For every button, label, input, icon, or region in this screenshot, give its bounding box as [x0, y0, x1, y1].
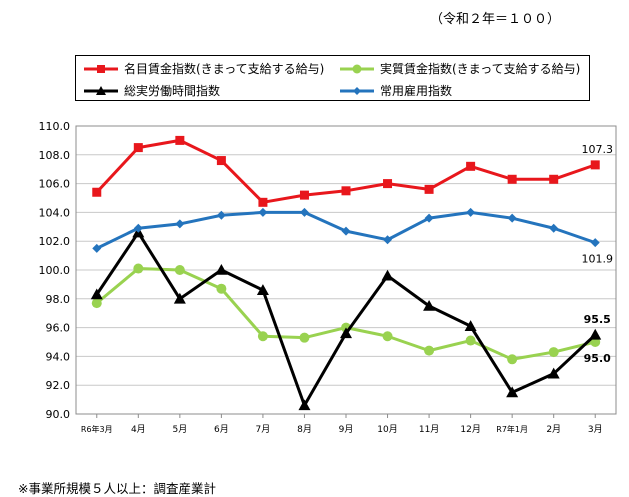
- series-2-point-4: [256, 284, 269, 295]
- series-0-point-5: [299, 190, 309, 200]
- data-label-1: 101.9: [581, 253, 613, 266]
- x-tick-label-5: 8月: [297, 424, 312, 435]
- series-2-point-6: [340, 327, 352, 339]
- legend-swatch-employment: [340, 86, 374, 95]
- y-tick-label-8: 106.0: [39, 178, 71, 191]
- legend-label-working-hours: 総実労働時間指数: [124, 84, 221, 98]
- data-label-0: 107.3: [581, 143, 613, 156]
- series-1-point-11: [548, 347, 559, 358]
- series-0-point-3: [216, 156, 226, 166]
- series-3-point-3: [216, 210, 226, 220]
- source-footnote: ※事業所規模５人以上：調査産業計: [18, 481, 216, 496]
- chart-legend: 名目賃金指数(きまって支給する給与) 実質賃金指数(きまって支給する給与) 総実…: [75, 55, 590, 101]
- y-tick-label-1: 92.0: [46, 379, 71, 392]
- series-0-point-7: [383, 179, 393, 189]
- series-0-point-9: [466, 161, 476, 171]
- y-tick-label-7: 104.0: [39, 206, 71, 219]
- series-0-point-10: [507, 174, 517, 184]
- series-1-point-5: [299, 332, 310, 343]
- series-3-point-11: [549, 223, 559, 233]
- data-label-3: 95.0: [584, 352, 611, 365]
- series-2-point-8: [423, 300, 436, 311]
- x-tick-label-7: 10月: [377, 424, 397, 435]
- series-0-point-4: [258, 197, 268, 207]
- x-tick-label-8: 11月: [419, 424, 439, 435]
- legend-label-employment: 常用雇用指数: [380, 84, 453, 98]
- y-tick-label-3: 96.0: [46, 322, 71, 335]
- x-tick-label-9: 12月: [460, 424, 480, 435]
- series-1-point-10: [507, 354, 518, 365]
- legend-item-working-hours: 総実労働時間指数: [82, 82, 220, 99]
- series-1-point-0: [91, 298, 102, 309]
- series-3-point-12: [590, 238, 600, 248]
- series-3-point-0: [92, 243, 102, 253]
- series-2-point-10: [506, 386, 519, 398]
- series-1-point-2: [174, 265, 185, 275]
- series-1-point-1: [133, 263, 144, 274]
- series-2-point-11: [547, 367, 560, 379]
- series-2-point-5: [298, 399, 311, 411]
- series-0-point-0: [92, 187, 102, 197]
- x-tick-label-0: R6年3月: [81, 424, 113, 434]
- series-2-point-0: [90, 288, 103, 300]
- series-1-point-8: [424, 345, 435, 356]
- series-3-point-8: [424, 213, 434, 223]
- series-2-point-3: [215, 264, 228, 275]
- series-3-point-5: [299, 207, 309, 217]
- series-line-2: [95, 231, 597, 407]
- legend-swatch-working-hours: [84, 85, 118, 95]
- series-0-point-8: [424, 184, 434, 194]
- y-tick-label-0: 90.0: [46, 408, 71, 421]
- series-0-point-2: [175, 135, 185, 145]
- series-0-point-11: [549, 174, 559, 184]
- x-tick-label-12: 3月: [588, 424, 603, 435]
- y-tick-label-5: 100.0: [39, 264, 71, 277]
- x-tick-label-2: 5月: [172, 424, 187, 435]
- legend-item-real-wage: 実質賃金指数(きまって支給する給与): [338, 60, 580, 77]
- series-3-point-1: [133, 223, 143, 233]
- series-0-point-6: [341, 186, 351, 196]
- x-tick-label-10: R7年1月: [496, 424, 528, 434]
- series-2-point-12: [589, 328, 602, 340]
- legend-label-real-wage: 実質賃金指数(きまって支給する給与): [380, 62, 581, 76]
- data-label-2: 95.5: [584, 313, 611, 326]
- y-tick-label-6: 102.0: [39, 235, 71, 248]
- x-tick-label-6: 9月: [339, 424, 354, 435]
- legend-swatch-real-wage: [340, 64, 374, 73]
- y-tick-label-9: 108.0: [39, 149, 71, 162]
- series-3-point-2: [175, 219, 185, 229]
- x-tick-label-3: 6月: [214, 424, 229, 435]
- base-year-note: （令和２年＝１００）: [430, 12, 561, 27]
- series-1-point-9: [465, 335, 476, 346]
- y-tick-label-10: 110.0: [39, 120, 71, 133]
- series-2-point-9: [464, 320, 477, 331]
- y-tick-label-2: 94.0: [46, 350, 71, 363]
- legend-label-nominal-wage: 名目賃金指数(きまって支給する給与): [124, 62, 325, 76]
- series-3-point-10: [507, 213, 517, 223]
- series-0-point-12: [590, 160, 600, 170]
- series-1-point-3: [216, 283, 227, 294]
- series-line-1: [95, 267, 596, 361]
- series-3-point-7: [383, 235, 393, 245]
- legend-item-nominal-wage: 名目賃金指数(きまって支給する給与): [82, 60, 324, 77]
- series-0-point-1: [133, 143, 143, 153]
- x-tick-label-4: 7月: [256, 424, 271, 435]
- y-tick-label-4: 98.0: [46, 293, 71, 306]
- series-3-point-9: [466, 207, 476, 217]
- x-tick-label-1: 4月: [131, 424, 146, 435]
- series-2-point-2: [173, 292, 186, 304]
- series-3-point-4: [258, 207, 268, 217]
- legend-item-employment: 常用雇用指数: [338, 82, 452, 99]
- series-3-point-6: [341, 226, 351, 236]
- series-1-point-7: [382, 331, 393, 342]
- series-1-point-4: [257, 331, 268, 342]
- x-tick-label-11: 2月: [546, 424, 561, 435]
- legend-swatch-nominal-wage: [84, 64, 118, 73]
- series-2-point-7: [381, 269, 394, 281]
